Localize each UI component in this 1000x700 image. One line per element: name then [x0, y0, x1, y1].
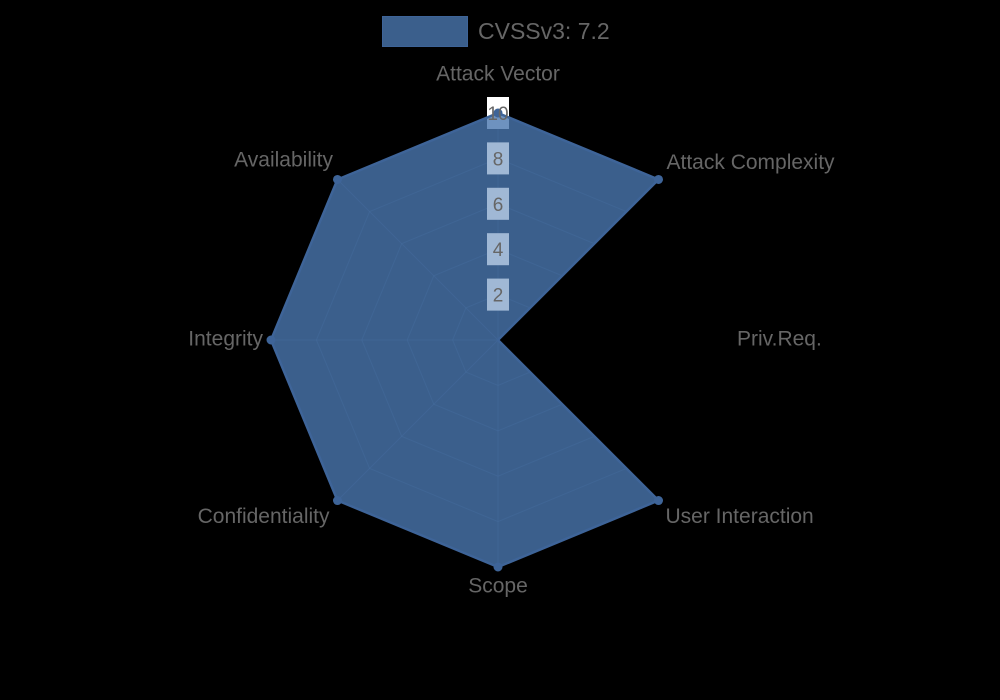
svg-text:Attack Complexity: Attack Complexity — [667, 151, 836, 174]
svg-text:Confidentiality: Confidentiality — [198, 505, 330, 528]
svg-text:10: 10 — [487, 104, 508, 125]
svg-text:6: 6 — [493, 195, 504, 216]
svg-text:User Interaction: User Interaction — [666, 505, 814, 528]
svg-text:Availability: Availability — [234, 149, 333, 172]
svg-text:8: 8 — [493, 149, 504, 170]
svg-text:Priv.Req.: Priv.Req. — [737, 328, 822, 351]
svg-text:Attack Vector: Attack Vector — [436, 63, 560, 86]
svg-text:Scope: Scope — [468, 575, 528, 598]
svg-text:Integrity: Integrity — [188, 328, 263, 351]
svg-text:2: 2 — [493, 286, 504, 307]
svg-text:4: 4 — [493, 240, 504, 261]
